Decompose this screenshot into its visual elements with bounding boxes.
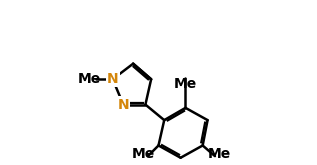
Text: N: N [118,98,129,112]
Text: Me: Me [78,72,101,86]
Text: Me: Me [174,77,197,91]
Text: N: N [107,72,119,86]
Text: Me: Me [208,147,231,161]
Text: Me: Me [132,147,155,161]
